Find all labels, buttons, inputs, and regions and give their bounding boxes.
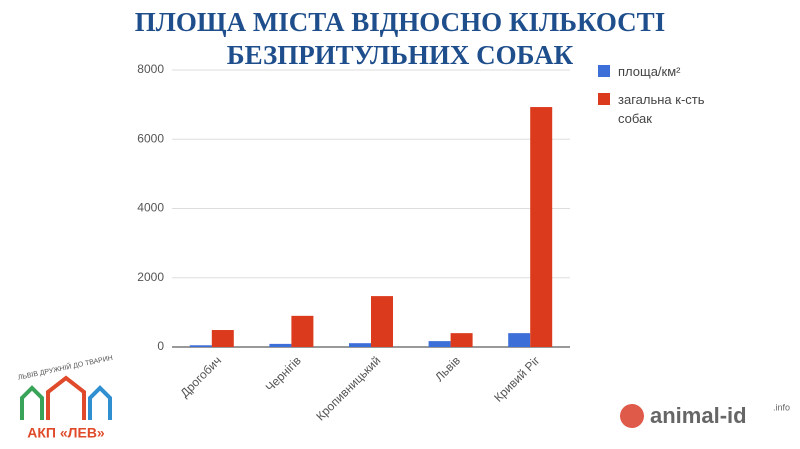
bar (428, 341, 451, 347)
lev-logo: ЛЬВІВ ДРУЖНІЙ ДО ТВАРИН АКП «ЛЕВ» (17, 353, 114, 441)
animal-id-logo: animal-id .info (620, 402, 790, 428)
legend-swatch (598, 65, 610, 77)
x-tick-label: Дрогобич (177, 353, 224, 400)
bar (371, 296, 393, 347)
house (20, 385, 44, 420)
legend-item: загальна к-сть собак (598, 90, 728, 128)
lev-name: АКП «ЛЕВ» (27, 425, 105, 441)
chart-title: ПЛОЩА МІСТА ВІДНОСНО КІЛЬКОСТІ БЕЗПРИТУЛ… (134, 7, 666, 70)
bar (530, 107, 553, 347)
y-tick-label: 0 (157, 339, 164, 353)
animal-id-suffix: .info (773, 402, 790, 412)
y-tick-label: 8000 (137, 62, 164, 76)
bar (269, 343, 292, 347)
bar (450, 333, 473, 347)
logo-icon (620, 404, 644, 428)
legend-label: загальна к-сть собак (618, 92, 705, 126)
legend-swatch (598, 93, 610, 105)
house (46, 375, 86, 420)
x-tick-label: Кривий Ріг (491, 353, 543, 405)
legend-label: площа/км² (618, 64, 681, 79)
y-tick-label: 4000 (137, 201, 164, 215)
bar (508, 333, 531, 347)
bar (349, 343, 371, 347)
animal-id: animal-id (650, 403, 747, 428)
y-tick-label: 2000 (137, 270, 164, 284)
bar (291, 315, 314, 347)
x-tick-label: Кропивницький (313, 353, 383, 423)
house (88, 385, 112, 420)
x-tick-label: Чернігів (263, 353, 304, 394)
x-tick-label: Львів (432, 353, 463, 384)
bar (189, 345, 212, 347)
legend-item: площа/км² (598, 62, 728, 81)
bar (211, 330, 234, 347)
y-tick-label: 6000 (137, 131, 164, 145)
